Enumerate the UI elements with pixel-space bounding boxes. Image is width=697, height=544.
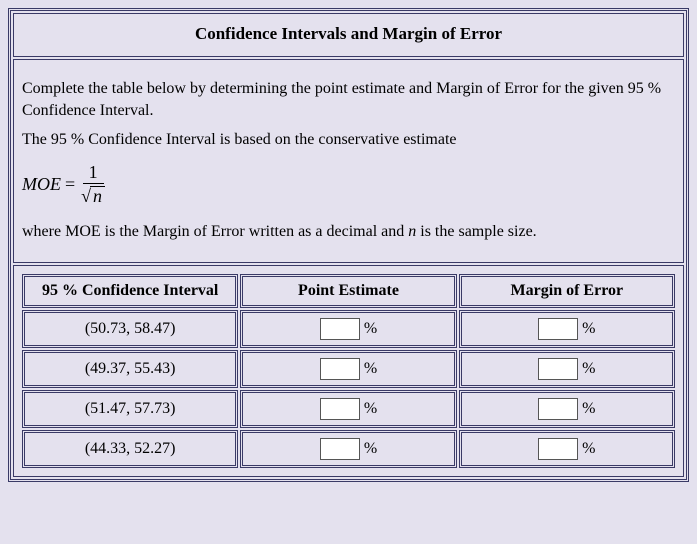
col-header-pe: Point Estimate <box>240 274 456 308</box>
instructions-cell: Complete the table below by determining … <box>13 59 684 263</box>
moe-input[interactable] <box>538 438 578 460</box>
unit-label: % <box>364 440 377 458</box>
pe-input[interactable] <box>320 438 360 460</box>
table-row: (50.73, 58.47) % % <box>22 310 675 348</box>
pe-cell: % <box>240 350 456 388</box>
instr3-suffix: is the sample size. <box>416 223 536 240</box>
page-title: Confidence Intervals and Margin of Error <box>195 24 502 43</box>
formula-eq: = <box>65 172 75 196</box>
moe-input[interactable] <box>538 318 578 340</box>
unit-label: % <box>364 400 377 418</box>
pe-input[interactable] <box>320 358 360 380</box>
ci-value: (49.37, 55.43) <box>22 350 238 388</box>
moe-input[interactable] <box>538 398 578 420</box>
col-header-ci: 95 % Confidence Interval <box>22 274 238 308</box>
unit-label: % <box>582 320 595 338</box>
instructions-line-2: The 95 % Confidence Interval is based on… <box>22 129 675 151</box>
unit-label: % <box>582 440 595 458</box>
ci-value: (44.33, 52.27) <box>22 430 238 468</box>
pe-cell: % <box>240 430 456 468</box>
pe-input[interactable] <box>320 398 360 420</box>
table-row: (51.47, 57.73) % % <box>22 390 675 428</box>
pe-cell: % <box>240 310 456 348</box>
col-header-moe: Margin of Error <box>459 274 675 308</box>
instr3-prefix: where MOE is the Margin of Error written… <box>22 223 408 240</box>
problem-container: Confidence Intervals and Margin of Error… <box>8 8 689 482</box>
moe-input[interactable] <box>538 358 578 380</box>
formula-fraction: 1 √ n <box>79 163 107 205</box>
moe-cell: % <box>459 350 675 388</box>
table-row: (49.37, 55.43) % % <box>22 350 675 388</box>
formula-denominator: √ n <box>79 184 107 205</box>
moe-cell: % <box>459 310 675 348</box>
table-row: (44.33, 52.27) % % <box>22 430 675 468</box>
moe-cell: % <box>459 390 675 428</box>
formula-numerator: 1 <box>83 163 104 184</box>
formula-lhs: MOE <box>22 172 61 196</box>
title-cell: Confidence Intervals and Margin of Error <box>13 13 684 57</box>
table-cell: 95 % Confidence Interval Point Estimate … <box>13 265 684 477</box>
ci-value: (51.47, 57.73) <box>22 390 238 428</box>
pe-cell: % <box>240 390 456 428</box>
pe-input[interactable] <box>320 318 360 340</box>
instructions-line-1: Complete the table below by determining … <box>22 78 675 121</box>
ci-value: (50.73, 58.47) <box>22 310 238 348</box>
unit-label: % <box>364 360 377 378</box>
formula-sqrt: √ n <box>81 186 105 205</box>
unit-label: % <box>364 320 377 338</box>
unit-label: % <box>582 360 595 378</box>
unit-label: % <box>582 400 595 418</box>
moe-formula: MOE = 1 √ n <box>22 163 107 205</box>
table-header-row: 95 % Confidence Interval Point Estimate … <box>22 274 675 308</box>
formula-root-body: n <box>90 186 105 205</box>
ci-table: 95 % Confidence Interval Point Estimate … <box>20 272 677 470</box>
instructions-line-3: where MOE is the Margin of Error written… <box>22 221 675 243</box>
moe-cell: % <box>459 430 675 468</box>
